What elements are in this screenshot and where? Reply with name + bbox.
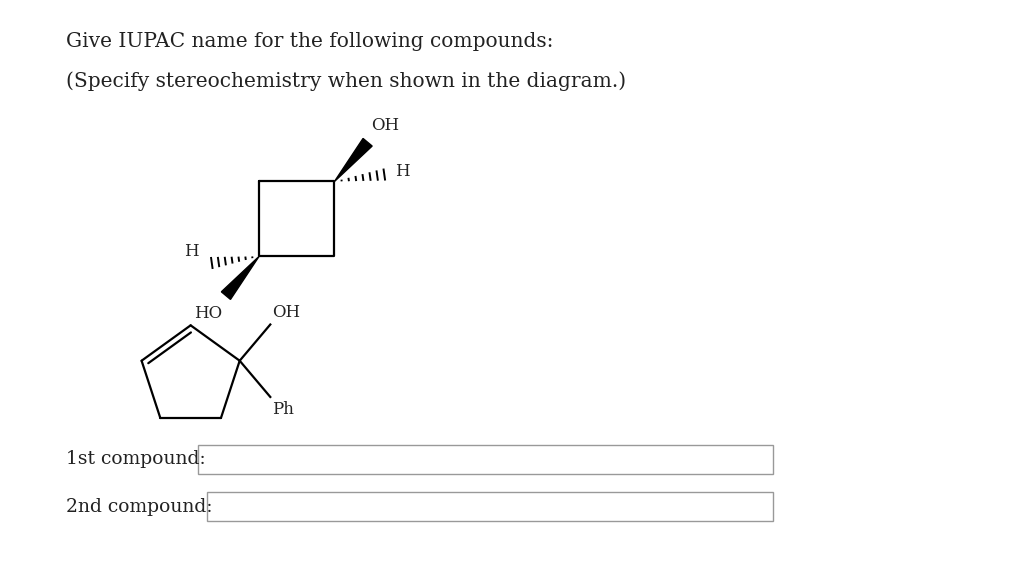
Text: Ph: Ph: [272, 401, 294, 418]
Text: Give IUPAC name for the following compounds:: Give IUPAC name for the following compou…: [66, 31, 553, 51]
Polygon shape: [221, 256, 259, 300]
Text: (Specify stereochemistry when shown in the diagram.): (Specify stereochemistry when shown in t…: [66, 71, 626, 91]
Text: H: H: [395, 163, 410, 180]
Text: H: H: [184, 243, 199, 260]
Polygon shape: [335, 138, 372, 182]
Text: OH: OH: [272, 303, 300, 320]
FancyBboxPatch shape: [198, 445, 773, 474]
Text: 1st compound:: 1st compound:: [66, 450, 205, 468]
Text: 2nd compound:: 2nd compound:: [66, 497, 212, 515]
FancyBboxPatch shape: [208, 492, 773, 522]
Text: OH: OH: [372, 117, 399, 134]
Text: HO: HO: [194, 306, 222, 323]
